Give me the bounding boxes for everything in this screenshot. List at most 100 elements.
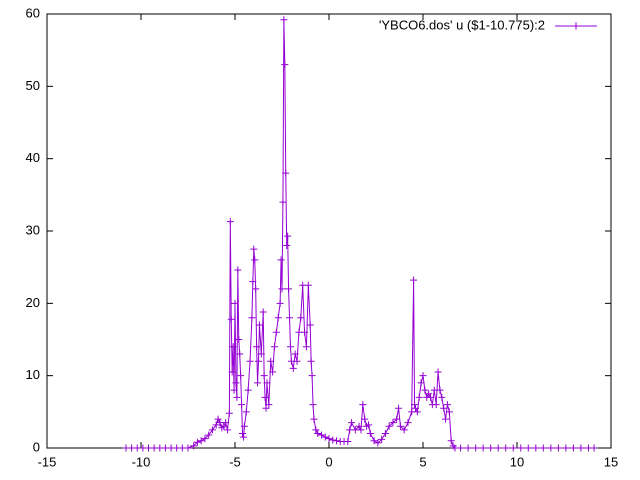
- point: [283, 241, 291, 249]
- plot-border: [46, 13, 612, 449]
- point: [230, 386, 238, 394]
- point: [214, 415, 222, 423]
- x-tick-label: 0: [325, 454, 332, 469]
- point: [539, 444, 547, 452]
- point: [280, 16, 288, 24]
- point: [223, 426, 231, 434]
- point: [282, 169, 290, 177]
- point: [286, 343, 294, 351]
- point: [517, 444, 525, 452]
- point: [270, 343, 278, 351]
- point: [547, 444, 555, 452]
- point: [289, 364, 297, 372]
- point: [417, 379, 425, 387]
- point: [248, 314, 256, 322]
- point: [344, 437, 352, 445]
- point: [396, 422, 404, 430]
- point: [263, 379, 271, 387]
- point: [590, 444, 598, 452]
- point: [228, 368, 236, 376]
- point: [307, 357, 315, 365]
- y-tick-label: 0: [33, 439, 40, 454]
- point: [562, 444, 570, 452]
- point: [233, 393, 241, 401]
- point: [222, 419, 230, 427]
- point: [524, 444, 532, 452]
- point: [411, 404, 419, 412]
- point: [220, 422, 228, 430]
- point: [385, 422, 393, 430]
- y-tick-label: 50: [26, 78, 40, 93]
- point: [361, 415, 369, 423]
- point: [251, 256, 259, 264]
- point: [400, 426, 408, 434]
- point: [242, 408, 250, 416]
- point: [472, 444, 480, 452]
- point: [374, 439, 382, 447]
- point: [333, 437, 341, 445]
- x-tick-label: -15: [38, 454, 57, 469]
- point: [212, 421, 220, 429]
- point: [301, 328, 309, 336]
- point: [246, 357, 254, 365]
- point: [389, 419, 397, 427]
- point: [438, 393, 446, 401]
- point: [395, 404, 403, 412]
- point: [205, 431, 213, 439]
- point: [229, 343, 237, 351]
- point: [254, 379, 262, 387]
- point: [269, 368, 277, 376]
- point: [432, 401, 440, 409]
- point: [309, 401, 317, 409]
- point: [370, 437, 378, 445]
- point: [443, 401, 451, 409]
- point: [310, 415, 318, 423]
- point: [411, 401, 419, 409]
- point: [502, 444, 510, 452]
- point: [238, 401, 246, 409]
- legend-label: 'YBCO6.dos' u ($1-10.775):2: [379, 17, 545, 32]
- point: [285, 285, 293, 293]
- y-tick-label: 20: [26, 295, 40, 310]
- point: [237, 372, 245, 380]
- point: [302, 343, 310, 351]
- point: [276, 299, 284, 307]
- point: [297, 314, 305, 322]
- point: [265, 401, 273, 409]
- point: [425, 390, 433, 398]
- point: [255, 321, 263, 329]
- point: [257, 350, 265, 358]
- point: [250, 245, 258, 253]
- point: [464, 444, 472, 452]
- x-tick-label: 5: [419, 454, 426, 469]
- point: [314, 430, 322, 438]
- point: [260, 372, 268, 380]
- y-tick-label: 30: [26, 222, 40, 237]
- point: [357, 426, 365, 434]
- point: [410, 276, 418, 284]
- point: [494, 444, 502, 452]
- point: [232, 379, 240, 387]
- point: [239, 430, 247, 438]
- point: [442, 415, 450, 423]
- point: [249, 278, 257, 286]
- point: [227, 315, 235, 323]
- point: [421, 386, 429, 394]
- point: [193, 438, 201, 446]
- point: [404, 419, 412, 427]
- point: [236, 350, 244, 358]
- point: [277, 256, 285, 264]
- point: [381, 430, 389, 438]
- point: [197, 437, 205, 445]
- point: [325, 435, 333, 443]
- x-tick-label: 15: [604, 454, 618, 469]
- point: [267, 357, 275, 365]
- series-line: [125, 19, 595, 449]
- point: [434, 368, 442, 376]
- point: [413, 408, 421, 416]
- point: [554, 444, 562, 452]
- x-tick-label: 10: [510, 454, 524, 469]
- y-tick-label: 40: [26, 150, 40, 165]
- point: [577, 444, 585, 452]
- point: [284, 232, 292, 240]
